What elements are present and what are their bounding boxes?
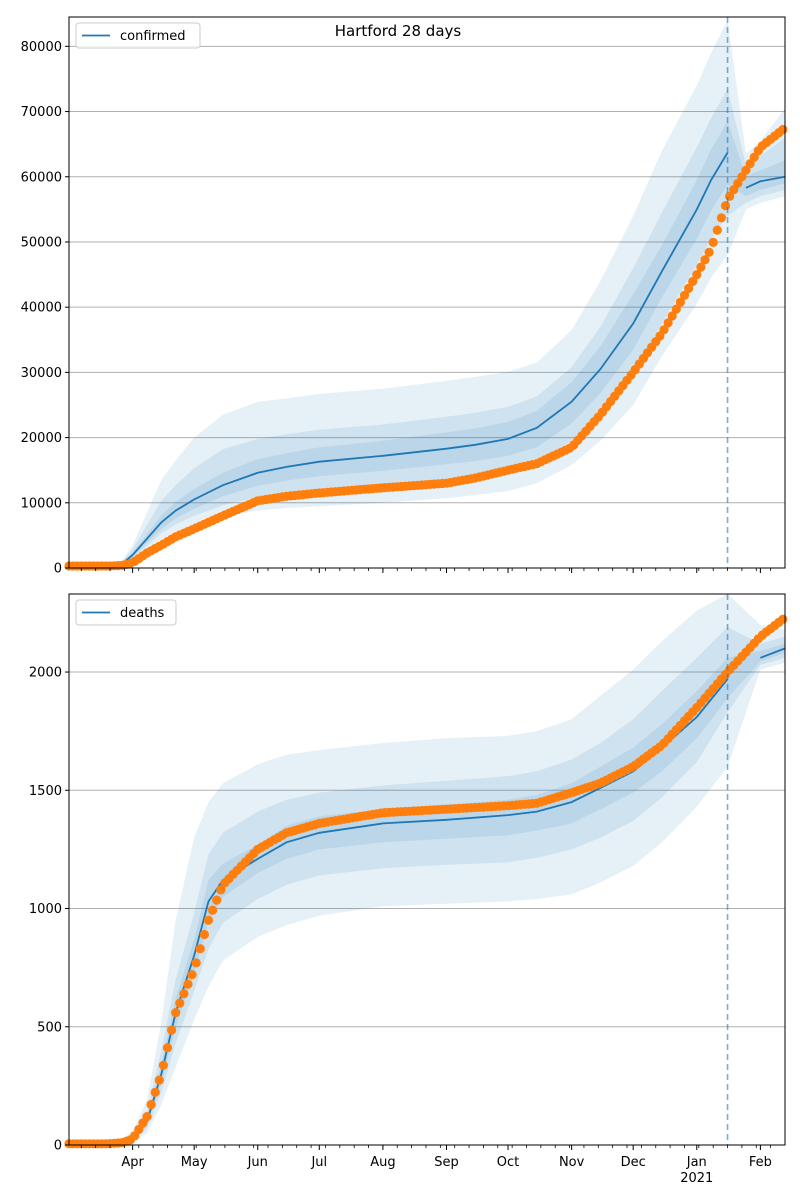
observed-point [737, 172, 747, 182]
uncertainty-band [69, 88, 785, 568]
observed-point [700, 255, 710, 265]
y-tick-label: 50000 [21, 235, 62, 250]
confirmed-model-series [68, 152, 786, 569]
y-tick-label: 500 [37, 1020, 62, 1035]
uncertainty-band [69, 121, 785, 568]
observed-point [663, 318, 673, 328]
x-tick-label: Dec [621, 1155, 646, 1170]
y-tick-label: 40000 [21, 301, 62, 316]
observed-point [667, 311, 677, 321]
observed-point [158, 1060, 168, 1070]
confirmed-y-axis: 0 10000 20000 30000 40000 50000 60000 70000 8000… [21, 40, 69, 577]
observed-point [692, 270, 702, 280]
x-tick-label: Oct [497, 1155, 519, 1170]
observed-point [671, 304, 681, 314]
x-year-label: 2021 [680, 1171, 713, 1186]
y-tick-label: 80000 [21, 40, 62, 55]
deaths-x-axis: Apr May Jun Jul Aug Sep Oct Nov Dec Jan Feb 2021 [80, 1145, 772, 1186]
observed-point [212, 895, 222, 905]
observed-point [195, 944, 205, 954]
deaths-bands [69, 594, 785, 1145]
observed-point [154, 1075, 164, 1085]
axes-frame [68, 593, 786, 1146]
x-tick-label: Feb [749, 1155, 772, 1170]
observed-point [203, 915, 214, 925]
observed-point [716, 213, 727, 223]
legend-label: deaths [120, 606, 165, 621]
observed-point [183, 979, 193, 989]
uncertainty-band [69, 627, 785, 1145]
x-tick-label: Jul [310, 1155, 327, 1170]
deaths-axes-frame [68, 593, 786, 1146]
observed-point [696, 262, 706, 272]
y-tick-label: 2000 [29, 666, 62, 681]
observed-point [679, 290, 690, 300]
model-line [68, 152, 729, 569]
observed-point [146, 1099, 156, 1110]
observed-point [208, 905, 218, 915]
y-tick-label: 30000 [21, 366, 62, 381]
observed-point [191, 958, 201, 968]
observed-point [778, 614, 788, 624]
figure-title: Hartford 28 days [335, 22, 462, 40]
deaths-legend: deaths [75, 599, 177, 626]
x-tick-label: Jun [247, 1155, 268, 1170]
observed-point [675, 297, 686, 307]
observed-point [179, 989, 189, 999]
x-tick-label: May [181, 1155, 208, 1170]
axes-frame [68, 16, 786, 569]
observed-point [167, 1025, 177, 1035]
x-tick-label: Jan [686, 1155, 707, 1170]
x-tick-label: Aug [370, 1155, 395, 1170]
observed-point [684, 283, 694, 293]
observed-point [778, 124, 788, 135]
observed-point [659, 325, 669, 335]
legend-box [75, 22, 201, 49]
y-tick-label: 70000 [21, 105, 62, 120]
y-tick-label: 0 [54, 1139, 62, 1154]
observed-point [720, 201, 731, 211]
observed-point [199, 929, 209, 940]
uncertainty-band [69, 643, 785, 1145]
observed-point [216, 885, 226, 895]
observed-point [150, 1087, 160, 1097]
observed-point [704, 247, 714, 257]
observed-point [187, 970, 197, 980]
y-tick-label: 1500 [29, 784, 62, 799]
deaths-y-axis: 0 500 1000 1500 2000 [29, 666, 69, 1154]
confirmed-legend: confirmed [75, 22, 201, 49]
confirmed-x-axis [80, 568, 772, 573]
y-tick-label: 1000 [29, 902, 62, 917]
observed-point [171, 1008, 181, 1018]
uncertainty-band [69, 594, 785, 1145]
y-tick-label: 60000 [21, 170, 62, 185]
observed-point [708, 237, 718, 247]
observed-point [175, 998, 185, 1008]
observed-point [712, 225, 722, 235]
model-line-projection [745, 175, 786, 189]
y-tick-label: 20000 [21, 431, 62, 446]
deaths-panel: 0 500 1000 1500 2000 Apr May Jun Jul Aug Sep Oct No… [29, 593, 788, 1186]
confirmed-panel: 0 10000 20000 30000 40000 50000 60000 70000 8000… [21, 16, 788, 577]
confirmed-axes-frame [68, 16, 786, 569]
observed-point [162, 1043, 173, 1053]
deaths-observed-series [64, 614, 788, 1149]
x-tick-label: Apr [121, 1155, 144, 1170]
observed-point [142, 1112, 152, 1122]
uncertainty-band [69, 20, 785, 569]
legend-label: confirmed [120, 29, 186, 44]
x-tick-label: Sep [434, 1155, 459, 1170]
y-tick-label: 10000 [21, 496, 62, 511]
deaths-gridlines [69, 671, 785, 1028]
model-line-projection [760, 647, 786, 659]
y-tick-label: 0 [54, 562, 62, 577]
legend-box [75, 599, 177, 626]
confirmed-observed-series [64, 124, 788, 571]
x-tick-label: Nov [559, 1155, 585, 1170]
confirmed-bands [69, 20, 785, 569]
observed-point [688, 276, 698, 287]
